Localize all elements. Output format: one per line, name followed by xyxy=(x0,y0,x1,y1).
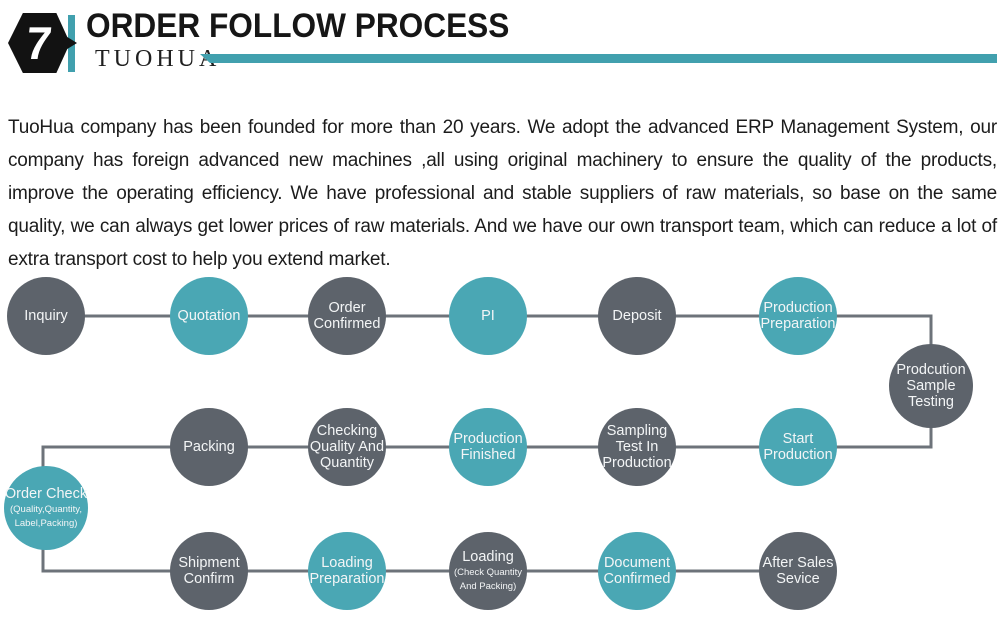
flow-node-checking-quality: Checking Quality And Quantity xyxy=(308,408,386,486)
order-process-flowchart: Inquiry Quotation Order Confirmed PI Dep… xyxy=(0,270,1000,625)
flow-node-order-confirmed: Order Confirmed xyxy=(308,277,386,355)
flow-node-loading: Loading (Check Quantity And Packing) xyxy=(449,532,527,610)
intro-paragraph: TuoHua company has been founded for more… xyxy=(8,117,997,270)
flow-node-quotation: Quotation xyxy=(170,277,248,355)
logo-arrow-icon xyxy=(64,35,77,51)
flow-node-shipment-confirm: Shipment Confirm xyxy=(170,532,248,610)
accent-divider-bar xyxy=(200,54,997,63)
brand-hexagon-logo: 7 xyxy=(8,13,70,73)
flow-node-production-sample-testing: Prodcution Sample Testing xyxy=(889,344,973,428)
flow-node-pi: PI xyxy=(449,277,527,355)
flow-node-production-preparation: Production Preparation xyxy=(759,277,837,355)
flow-node-order-check: Order Check (Quality,Quantity, Label,Pac… xyxy=(4,466,88,550)
flow-node-production-finished: Production Finished xyxy=(449,408,527,486)
page-title: ORDER FOLLOW PROCESS xyxy=(86,7,510,45)
brand-name: TUOHUA xyxy=(95,46,221,72)
flow-node-sampling-test: Sampling Test In Production xyxy=(598,408,676,486)
flow-node-loading-preparation: Loading Preparation xyxy=(308,532,386,610)
flow-node-inquiry: Inquiry xyxy=(7,277,85,355)
flow-node-document-confirmed: Document Confirmed xyxy=(598,532,676,610)
flow-node-deposit: Deposit xyxy=(598,277,676,355)
flow-node-start-production: Start Production xyxy=(759,408,837,486)
logo-number: 7 xyxy=(23,17,55,69)
flow-node-packing: Packing xyxy=(170,408,248,486)
flow-node-after-sales-service: After Sales Sevice xyxy=(759,532,837,610)
